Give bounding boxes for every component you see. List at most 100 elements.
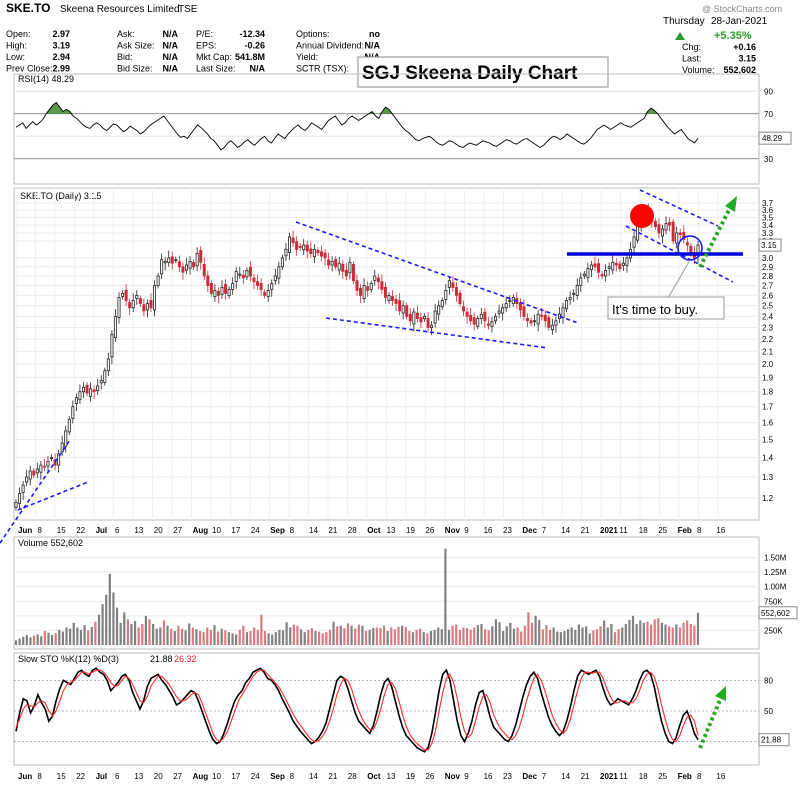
candle-body [252,277,256,283]
x-tick-label: 14 [561,772,570,781]
volume-bar [177,625,180,645]
candle-body [216,291,220,296]
volume-bar [487,630,490,645]
candle-body [277,266,281,279]
volume-bar [101,604,104,645]
candle-body [288,236,292,253]
quote-field-value: N/A [163,64,179,74]
x-tick-label: 19 [406,772,415,781]
price-tick-label: 2.1 [762,347,774,356]
volume-bar [115,607,119,645]
volume-bar [660,622,664,645]
volume-bar [599,626,602,645]
volume-bar [653,619,656,645]
volume-bar [545,625,548,645]
candle-body [625,257,629,266]
x-tick-label: 13 [134,772,143,781]
volume-tick-label: 750K [764,597,783,606]
volume-bar [54,633,57,645]
volume-bar [159,627,162,645]
volume-bar [671,627,674,645]
price-tick-label: 2.7 [762,282,774,291]
volume-bar [285,622,288,645]
volume-bar [220,628,223,645]
candle-body [604,270,608,277]
volume-bar [180,628,184,645]
price-tick-label: 1.6 [762,419,774,428]
volume-bar [426,633,429,645]
price-tick-label: 1.4 [762,454,774,463]
candle-body [245,270,249,278]
candle-body [110,334,114,358]
volume-bar [144,615,148,645]
volume-bar [79,629,83,645]
candle-body [113,315,117,339]
x-tick-label: 8 [290,526,295,535]
volume-bar [480,624,483,645]
candle-body [280,257,284,268]
candle-body [327,259,331,266]
candle-body [256,281,260,286]
quote-field-value: N/A [163,29,179,39]
candle-body [135,295,139,299]
volume-bar [325,632,328,645]
price-tick-label: 2.5 [762,302,774,311]
volume-bar [610,624,613,645]
quote-field-label: Ask Size: [117,41,155,51]
volume-bar [577,624,581,645]
candle-body [227,289,231,296]
candle-body [572,292,576,295]
quote-fields: Open: 2.97 High: 3.19 Low: 2.94 Prev Close: 2.9… [6,29,381,74]
summary-label: Chg: [682,42,701,52]
candle-body [224,283,228,294]
volume-bar [678,627,682,645]
candle-body [376,277,380,283]
candle-body [405,305,409,317]
green-up-arrow-shaft [698,207,732,268]
candle-body [589,264,593,271]
volume-bar [76,627,79,645]
volume-bar [40,636,43,645]
volume-bar [343,628,346,645]
volume-bar [649,624,653,645]
candle-body [685,242,689,246]
quote-field-value: -0.26 [244,41,265,51]
volume-bar [469,629,472,645]
candle-body [664,223,668,231]
candle-body [582,273,586,277]
x-tick-label: Jul [96,772,108,781]
candle-body [380,281,384,290]
x-axis-labels-price: Jun 8 15 22 Jul 6 13 20 27 Aug 10 17 24 Sep 8 14 21 28 Oct… [18,526,726,535]
x-tick-label: 21 [581,772,590,781]
x-tick-label: Dec [522,772,537,781]
quote-field-label: Prev Close: [6,64,53,74]
callout-text: It's time to buy. [612,302,698,317]
price-tick-label: 1.8 [762,388,774,397]
x-tick-label: Sep [270,526,285,535]
rsi-tick-label: 30 [764,155,773,164]
volume-bar [289,627,292,645]
candle-body [25,476,29,483]
green-up-arrow-head [715,686,726,701]
rsi-overbought-fill [16,102,698,114]
volume-bar [87,630,90,645]
candle-body [295,241,299,250]
volume-bar [296,625,299,645]
volume-bar [97,614,101,645]
x-tick-label: 27 [173,772,182,781]
callout: It's time to buy. [607,296,725,320]
volume-bar [462,627,465,645]
quote-field-label: Options: [296,29,330,39]
volume-bar [628,619,631,645]
volume-tick-label: 1.50M [764,554,787,563]
x-tick-label: 7 [542,772,547,781]
volume-bar [476,625,479,645]
candle-body [50,457,54,459]
quote-field-value: 3.19 [52,41,70,51]
x-tick-label: Nov [445,772,461,781]
candle-body [341,263,345,272]
candle-body [568,297,572,300]
price-tick-label: 2.0 [762,360,774,369]
dashed-channel-lower [625,225,734,283]
volume-bar [133,621,137,645]
